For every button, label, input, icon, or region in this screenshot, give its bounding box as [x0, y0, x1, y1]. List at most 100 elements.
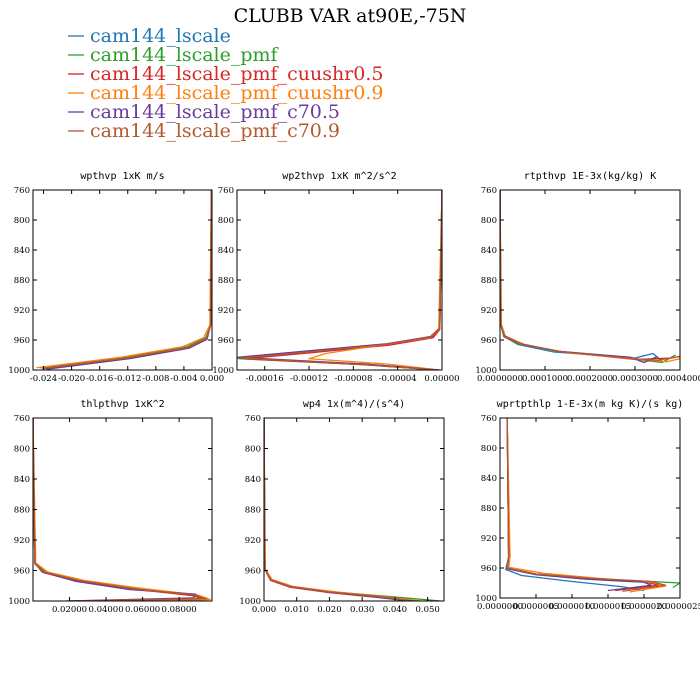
series-group	[33, 418, 211, 601]
series-line-cam144_lscale_pmf_cuushr0.5	[44, 190, 212, 370]
series-line-cam144_lscale_pmf_c70.5	[46, 190, 212, 370]
series-line-cam144_lscale_pmf_c70.9	[240, 190, 442, 370]
series-line-cam144_lscale_pmf_cuushr0.9	[33, 418, 211, 601]
y-tick-label: 800	[245, 445, 261, 455]
y-tick-label: 960	[481, 564, 497, 574]
legend-entry: cam144_lscale	[68, 25, 231, 47]
series-group	[505, 418, 680, 593]
legend-label: cam144_lscale_pmf_cuushr0.5	[90, 63, 383, 85]
y-tick-label: 920	[481, 306, 497, 316]
series-line-cam144_lscale_pmf_cuushr0.5	[264, 418, 412, 601]
y-tick-label: 800	[481, 444, 497, 454]
y-tick-label: 960	[481, 336, 497, 346]
y-tick-label: 920	[245, 536, 261, 546]
x-tick-label: 0.0001000	[522, 374, 568, 384]
panel-title: wpthvp 1xK m/s	[80, 171, 164, 182]
y-tick-label: 880	[218, 276, 234, 286]
plot-frame	[263, 417, 445, 602]
y-tick-label: 1000	[8, 597, 30, 607]
y-tick-label: 880	[14, 506, 30, 516]
plot-frame	[32, 417, 213, 602]
y-tick-label: 880	[481, 276, 497, 286]
x-tick-label: 0.000	[252, 605, 276, 615]
legend-entry: cam144_lscale_pmf	[68, 44, 280, 66]
legend-label: cam144_lscale_pmf_c70.5	[90, 101, 340, 123]
y-tick-label: 800	[218, 216, 234, 226]
y-tick-label: 760	[245, 414, 261, 424]
panel-4: thlpthvp 1xK^2 760 800 840 880 920 960 1000 0.02…	[8, 399, 213, 615]
legend-label: cam144_lscale_pmf_c70.9	[90, 120, 340, 142]
x-tick-label: -0.024	[30, 374, 57, 384]
series-line-cam144_lscale_pmf_c70.9	[500, 190, 676, 361]
x-tick-label: 0.0002000	[567, 374, 613, 384]
series-line-cam144_lscale_pmf	[264, 418, 441, 601]
y-tick-label: 840	[481, 474, 497, 484]
x-tick-label: 0.040	[383, 605, 407, 615]
x-tick-label: 0.0000015	[585, 602, 631, 612]
plot-frame	[236, 189, 443, 371]
y-tick-label: 920	[218, 306, 234, 316]
x-tick-label: 0.08000	[162, 605, 197, 615]
y-tick-label: 800	[14, 445, 30, 455]
series-line-cam144_lscale	[237, 190, 442, 370]
y-tick-label: 840	[14, 246, 30, 256]
x-tick-label: -0.008	[142, 374, 169, 384]
y-tick-label: 960	[14, 567, 30, 577]
y-tick-label: 800	[14, 216, 30, 226]
x-tick-label: 0.0000000	[477, 374, 523, 384]
panel-title: wprtpthlp 1-E-3x(m kg K)/(s kg)	[497, 399, 684, 410]
series-line-cam144_lscale_pmf_cuushr0.9	[36, 190, 212, 369]
series-line-cam144_lscale_pmf_cuushr0.9	[264, 418, 422, 601]
panel-title: wp4 1x(m^4)/(s^4)	[303, 399, 405, 410]
series-group	[36, 190, 212, 370]
y-tick-label: 840	[218, 246, 234, 256]
y-tick-label: 880	[481, 504, 497, 514]
panel-3: rtpthvp 1E-3x(kg/kg) K 760 800 840 880 920 960…	[475, 171, 700, 384]
legend: cam144_lscalecam144_lscale_pmfcam144_lsc…	[68, 25, 383, 142]
series-line-cam144_lscale_pmf	[238, 190, 442, 370]
series-line-cam144_lscale_pmf_c70.5	[506, 418, 652, 592]
x-tick-label: 0.04000	[88, 605, 123, 615]
x-tick-label: -0.020	[58, 374, 85, 384]
series-line-cam144_lscale	[43, 190, 212, 370]
panel-2: wp2thvp 1xK m^2/s^2 760 800 840 880 920 960 100…	[212, 171, 459, 384]
legend-label: cam144_lscale	[90, 25, 231, 47]
y-tick-label: 920	[481, 534, 497, 544]
x-tick-label: -0.00012	[290, 374, 328, 384]
y-tick-label: 800	[481, 216, 497, 226]
series-line-cam144_lscale_pmf	[506, 418, 680, 589]
x-tick-label: 0.00000	[424, 374, 459, 384]
series-line-cam144_lscale_pmf_cuushr0.9	[506, 418, 667, 593]
x-tick-label: -0.00016	[246, 374, 284, 384]
series-group	[500, 190, 680, 364]
panel-5: wp4 1x(m^4)/(s^4)76080084088092096010000…	[239, 399, 445, 615]
y-tick-label: 1000	[212, 366, 234, 376]
x-tick-label: -0.004	[170, 374, 197, 384]
series-line-cam144_lscale_pmf	[33, 418, 210, 601]
y-tick-label: 880	[14, 276, 30, 286]
y-tick-label: 960	[14, 336, 30, 346]
series-line-cam144_lscale	[33, 418, 204, 601]
panel-title: wp2thvp 1xK m^2/s^2	[282, 171, 396, 182]
figure-title: CLUBB VAR at90E,-75N	[234, 5, 467, 27]
series-line-cam144_lscale_pmf_c70.9	[42, 190, 212, 370]
y-tick-label: 760	[14, 414, 30, 424]
panel-6: wprtpthlp 1-E-3x(m kg K)/(s kg)760 800 840…	[475, 399, 700, 612]
panel-1: wpthvp 1xK m/s7608008408809209601000-0.0…	[8, 171, 224, 384]
y-tick-label: 760	[481, 186, 497, 196]
series-line-cam144_lscale_pmf_c70.9	[264, 418, 415, 601]
x-tick-label: -0.012	[114, 374, 141, 384]
x-tick-label: 0.06000	[125, 605, 160, 615]
series-line-cam144_lscale_pmf_cuushr0.5	[33, 418, 206, 601]
y-tick-label: 840	[481, 246, 497, 256]
panel-title: thlpthvp 1xK^2	[80, 399, 164, 410]
series-group	[264, 418, 441, 601]
x-tick-label: -0.00004	[379, 374, 417, 384]
series-line-cam144_lscale	[264, 418, 415, 601]
legend-entry: cam144_lscale_pmf_c70.5	[68, 101, 340, 123]
legend-entry: cam144_lscale_pmf_c70.9	[68, 120, 340, 142]
series-line-cam144_lscale_pmf	[500, 190, 676, 364]
y-tick-label: 840	[14, 475, 30, 485]
y-tick-label: 1000	[475, 594, 497, 604]
